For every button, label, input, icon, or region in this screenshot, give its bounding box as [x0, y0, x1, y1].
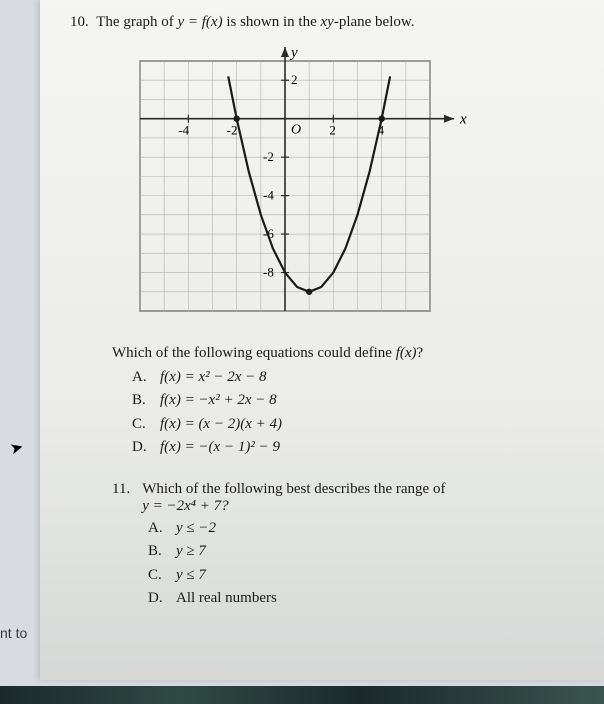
q10-stem-eq: y = f(x)	[177, 14, 222, 30]
q10-stem: 10. The graph of y = f(x) is shown in th…	[70, 14, 584, 31]
q10-option-c: C.f(x) = (x − 2)(x + 4)	[132, 413, 584, 436]
svg-text:2: 2	[329, 123, 336, 138]
q10-stem-suffix: is shown in the	[223, 14, 321, 30]
q10-number: 10.	[70, 14, 89, 30]
q10-subquestion: Which of the following equations could d…	[112, 345, 584, 362]
svg-text:-8: -8	[263, 265, 274, 280]
q10-stem-prefix: The graph of	[96, 14, 177, 30]
q10-option-d: D.f(x) = −(x − 1)² − 9	[132, 436, 584, 459]
svg-text:x: x	[459, 112, 467, 128]
q11-equation: y = −2x⁴ + 7?	[142, 498, 584, 515]
worksheet-page: 10. The graph of y = f(x) is shown in th…	[40, 0, 604, 680]
q10-option-b: B.f(x) = −x² + 2x − 8	[132, 389, 584, 412]
q11-option-b: B.y ≥ 7	[148, 540, 584, 563]
q11-stem: 11. Which of the following best describe…	[112, 481, 584, 515]
svg-text:y: y	[289, 45, 298, 61]
q10-option-a: A.f(x) = x² − 2x − 8	[132, 366, 584, 389]
mouse-cursor-icon: ➤	[8, 437, 26, 460]
svg-text:2: 2	[291, 72, 298, 87]
svg-text:O: O	[291, 123, 301, 138]
q10-stem-plane: xy	[321, 14, 334, 30]
q10-graph: yxO-4-2242-2-4-6-8	[110, 41, 480, 331]
q10-options: A.f(x) = x² − 2x − 8 B.f(x) = −x² + 2x −…	[132, 366, 584, 459]
q11-number: 11.	[112, 481, 130, 515]
cutoff-side-text: nt to	[0, 625, 27, 641]
parabola-chart: yxO-4-2242-2-4-6-8	[110, 41, 480, 331]
q11-option-d: D.All real numbers	[148, 587, 584, 610]
desk-edge	[0, 686, 604, 704]
svg-text:-4: -4	[178, 123, 189, 138]
svg-text:-2: -2	[263, 149, 274, 164]
svg-text:-2: -2	[227, 123, 238, 138]
q11-stem-text: Which of the following best describes th…	[142, 481, 584, 498]
q11-options: A.y ≤ −2 B.y ≥ 7 C.y ≤ 7 D.All real numb…	[148, 517, 584, 610]
q11-option-a: A.y ≤ −2	[148, 517, 584, 540]
svg-text:-4: -4	[263, 188, 274, 203]
q11-option-c: C.y ≤ 7	[148, 564, 584, 587]
q10-stem-end: -plane below.	[334, 14, 415, 30]
